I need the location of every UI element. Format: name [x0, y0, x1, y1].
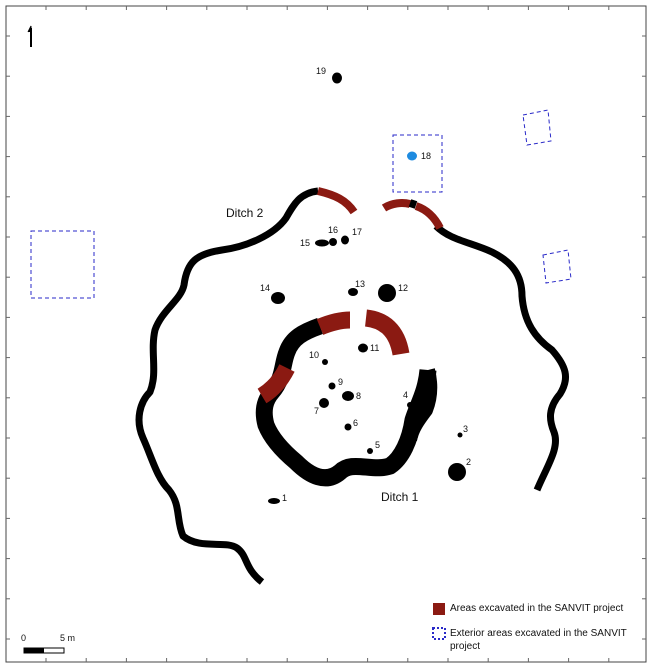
- feature-label-16: 16: [328, 225, 338, 235]
- feature-18: [407, 151, 417, 161]
- feature-5: [367, 448, 373, 454]
- scale-bar-start-label: 0: [21, 633, 26, 643]
- legend-exterior-label-line1: Exterior areas excavated in the SANVIT: [450, 628, 627, 639]
- feature-label-1: 1: [282, 493, 287, 503]
- feature-label-4: 4: [403, 390, 408, 400]
- feature-label-6: 6: [353, 418, 358, 428]
- feature-label-13: 13: [355, 279, 365, 289]
- exterior-area-west: [30, 230, 95, 299]
- legend-exterior-label-line2: project: [450, 641, 481, 652]
- feature-15: [315, 239, 329, 247]
- feature-label-15: 15: [300, 238, 310, 248]
- feature-label-11: 11: [370, 343, 379, 353]
- north-arrow-icon: [27, 25, 32, 47]
- ditch-1: [255, 317, 438, 487]
- feature-3: [457, 432, 463, 438]
- feature-label-5: 5: [375, 440, 380, 450]
- feature-label-7: 7: [314, 406, 319, 416]
- ditch-1-excavated: [257, 309, 410, 404]
- feature-8: [342, 391, 354, 401]
- feature-9: [328, 382, 336, 390]
- feature-2: [448, 463, 466, 481]
- feature-11: [358, 343, 368, 353]
- feature-label-9: 9: [338, 377, 343, 387]
- feature-7: [319, 398, 329, 408]
- ditch-2-divider: [408, 199, 418, 209]
- scale-bar: 0 5 m: [21, 633, 75, 654]
- feature-label-17: 17: [352, 227, 362, 237]
- feature-label-19: 19: [316, 66, 326, 76]
- feature-6: [344, 423, 352, 431]
- legend-excavated-label: Areas excavated in the SANVIT project: [450, 603, 624, 614]
- feature-19: [332, 72, 342, 84]
- feature-17: [341, 235, 349, 245]
- feature-4: [407, 402, 413, 408]
- feature-label-10: 10: [309, 350, 319, 360]
- feature-label-12: 12: [398, 283, 408, 293]
- legend-excavated-swatch: [433, 603, 445, 615]
- map-frame: [5, 5, 647, 663]
- feature-1: [268, 498, 280, 504]
- ditch-2: [135, 187, 570, 585]
- ditch-2-label: Ditch 2: [226, 206, 264, 220]
- feature-label-8: 8: [356, 391, 361, 401]
- feature-12: [378, 284, 396, 302]
- exterior-areas: [30, 109, 572, 299]
- feature-label-14: 14: [260, 283, 270, 293]
- feature-label-3: 3: [463, 424, 468, 434]
- ditch-2-excavated: [317, 187, 444, 230]
- ditch-1-label: Ditch 1: [381, 490, 419, 504]
- legend-exterior-swatch: [432, 627, 446, 640]
- legend: [432, 603, 446, 640]
- scale-bar-end-label: 5 m: [60, 633, 75, 643]
- feature-label-2: 2: [466, 457, 471, 467]
- feature-14: [271, 292, 285, 304]
- exterior-area-ne-1: [522, 109, 552, 146]
- exterior-area-north: [392, 134, 443, 193]
- feature-16: [329, 238, 337, 246]
- exterior-area-ne-2: [542, 249, 572, 284]
- feature-labels: 1 2 3 4 5 6 7 8 9 10 11 12 13 14 15 16 1…: [260, 66, 471, 503]
- frame-ticks: [6, 6, 646, 662]
- feature-10: [322, 359, 328, 365]
- feature-label-18: 18: [421, 151, 431, 161]
- features: [268, 72, 466, 504]
- feature-13: [348, 288, 358, 296]
